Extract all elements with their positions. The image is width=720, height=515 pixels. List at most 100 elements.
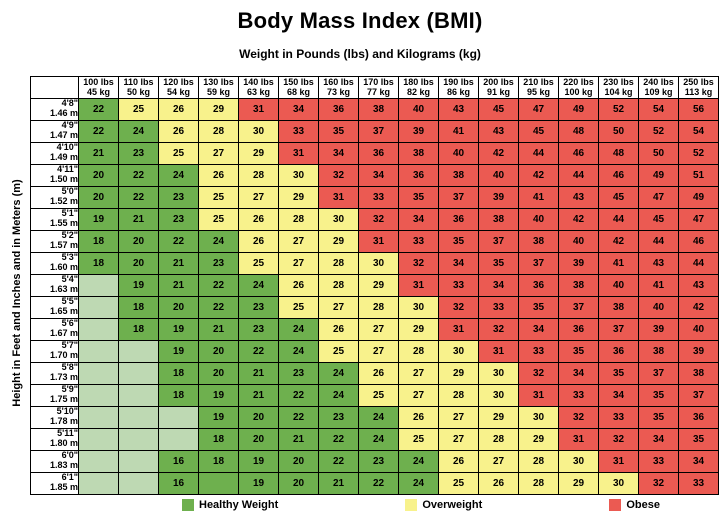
bmi-cell: 38 bbox=[638, 339, 679, 363]
col-header-kg: 73 kg bbox=[326, 87, 350, 98]
bmi-cell: 18 bbox=[198, 427, 239, 451]
col-header-lbs: 140 lbs bbox=[243, 77, 274, 87]
bmi-cell: 31 bbox=[438, 317, 479, 341]
col-header: 240 lbs 109 kg bbox=[638, 76, 679, 99]
bmi-cell: 37 bbox=[478, 229, 519, 253]
row-header: 5'5" 1.65 m bbox=[30, 295, 79, 319]
bmi-cell: 30 bbox=[478, 361, 519, 385]
bmi-cell: 19 bbox=[158, 339, 199, 363]
bmi-cell: 23 bbox=[158, 185, 199, 209]
row-header-m: 1.83 m bbox=[49, 460, 78, 471]
table-row: 5'7" 1.70 m 19 20 22 24 25 27 28 30 31 33 35 36 38 39 bbox=[30, 339, 719, 363]
legend-item-overweight: Overweight bbox=[405, 498, 482, 511]
bmi-cell: 21 bbox=[118, 207, 159, 231]
bmi-cell: 27 bbox=[278, 251, 319, 275]
bmi-cell: 20 bbox=[198, 339, 239, 363]
table-row: 5'2" 1.57 m 18 20 22 24 26 27 29 31 33 35 37 38 40 42 44… bbox=[30, 229, 719, 253]
bmi-cell: 26 bbox=[158, 119, 199, 143]
col-header-kg: 50 kg bbox=[126, 87, 150, 98]
col-header: 250 lbs 113 kg bbox=[678, 76, 719, 99]
row-header-ft: 5'10" bbox=[56, 406, 78, 417]
bmi-cell: 36 bbox=[598, 339, 639, 363]
col-header: 170 lbs 77 kg bbox=[358, 76, 399, 99]
table-row: 5'0" 1.52 m 20 22 23 25 27 29 31 33 35 37 39 41 43 45 47… bbox=[30, 185, 719, 209]
bmi-cell: 33 bbox=[518, 339, 559, 363]
bmi-cell: 40 bbox=[398, 97, 439, 121]
table-row: 5'9" 1.75 m 18 19 21 22 24 25 27 28 30 31 33 34 35 37 bbox=[30, 383, 719, 407]
bmi-cell: 21 bbox=[238, 383, 279, 407]
healthy-swatch-icon bbox=[182, 498, 194, 511]
bmi-cell: 25 bbox=[118, 97, 159, 121]
bmi-cell: 33 bbox=[278, 119, 319, 143]
row-header: 5'9" 1.75 m bbox=[30, 383, 79, 407]
bmi-cell: 50 bbox=[598, 119, 639, 143]
row-header-m: 1.50 m bbox=[49, 174, 78, 185]
bmi-cell: 28 bbox=[358, 295, 399, 319]
bmi-cell bbox=[78, 405, 119, 429]
bmi-cell: 34 bbox=[558, 361, 599, 385]
bmi-cell: 23 bbox=[318, 405, 359, 429]
bmi-cell: 22 bbox=[238, 339, 279, 363]
row-header-ft: 5'7" bbox=[61, 340, 78, 351]
bmi-cell: 29 bbox=[198, 97, 239, 121]
bmi-cell: 43 bbox=[638, 251, 679, 275]
table-row: 4'11" 1.50 m 20 22 24 26 28 30 32 34 36 38 40 42 44 46 4… bbox=[30, 163, 719, 187]
row-header: 5'4" 1.63 m bbox=[30, 273, 79, 297]
bmi-cell: 38 bbox=[678, 361, 719, 385]
bmi-cell: 27 bbox=[238, 185, 279, 209]
bmi-cell: 26 bbox=[198, 163, 239, 187]
bmi-cell: 25 bbox=[198, 207, 239, 231]
row-header: 4'10" 1.49 m bbox=[30, 141, 79, 165]
row-header-m: 1.63 m bbox=[49, 284, 78, 295]
col-header-lbs: 230 lbs bbox=[603, 77, 634, 87]
bmi-cell: 38 bbox=[558, 273, 599, 297]
bmi-cell: 35 bbox=[598, 361, 639, 385]
bmi-cell: 21 bbox=[238, 361, 279, 385]
table-row: 6'0" 1.83 m 16 18 19 20 22 23 24 26 27 28 30 31 33 34 bbox=[30, 449, 719, 473]
bmi-cell bbox=[118, 405, 159, 429]
bmi-cell bbox=[78, 427, 119, 451]
bmi-cell: 19 bbox=[198, 405, 239, 429]
bmi-cell: 37 bbox=[638, 361, 679, 385]
col-header: 110 lbs 50 kg bbox=[118, 76, 159, 99]
bmi-cell: 22 bbox=[358, 471, 399, 495]
bmi-cell: 43 bbox=[478, 119, 519, 143]
bmi-cell: 20 bbox=[198, 361, 239, 385]
bmi-cell: 42 bbox=[478, 141, 519, 165]
bmi-cell: 27 bbox=[478, 449, 519, 473]
bmi-cell: 32 bbox=[318, 163, 359, 187]
bmi-cell: 48 bbox=[558, 119, 599, 143]
bmi-cell: 49 bbox=[678, 185, 719, 209]
bmi-cell: 24 bbox=[238, 273, 279, 297]
bmi-cell: 22 bbox=[318, 427, 359, 451]
bmi-cell: 22 bbox=[78, 97, 119, 121]
bmi-cell: 24 bbox=[278, 317, 319, 341]
bmi-cell: 30 bbox=[438, 339, 479, 363]
bmi-cell: 25 bbox=[278, 295, 319, 319]
legend-label: Healthy Weight bbox=[199, 498, 279, 511]
row-header-ft: 5'1" bbox=[61, 208, 78, 219]
bmi-cell: 27 bbox=[198, 141, 239, 165]
bmi-cell: 37 bbox=[598, 317, 639, 341]
page-title: Body Mass Index (BMI) bbox=[237, 8, 483, 33]
bmi-cell: 19 bbox=[238, 471, 279, 495]
col-header-lbs: 210 lbs bbox=[523, 77, 554, 87]
bmi-cell: 34 bbox=[678, 449, 719, 473]
bmi-cell: 26 bbox=[478, 471, 519, 495]
bmi-cell: 22 bbox=[198, 273, 239, 297]
bmi-cell: 42 bbox=[598, 229, 639, 253]
bmi-cell: 45 bbox=[638, 207, 679, 231]
row-header-ft: 5'11" bbox=[57, 428, 78, 439]
bmi-cell: 22 bbox=[198, 295, 239, 319]
bmi-cell: 36 bbox=[678, 405, 719, 429]
bmi-cell: 28 bbox=[318, 251, 359, 275]
col-header-lbs: 120 lbs bbox=[163, 77, 194, 87]
bmi-cell: 34 bbox=[278, 97, 319, 121]
bmi-cell: 35 bbox=[438, 229, 479, 253]
bmi-cell: 25 bbox=[438, 471, 479, 495]
bmi-cell: 28 bbox=[198, 119, 239, 143]
bmi-cell: 23 bbox=[278, 361, 319, 385]
bmi-cell: 29 bbox=[518, 427, 559, 451]
bmi-cell: 42 bbox=[558, 207, 599, 231]
